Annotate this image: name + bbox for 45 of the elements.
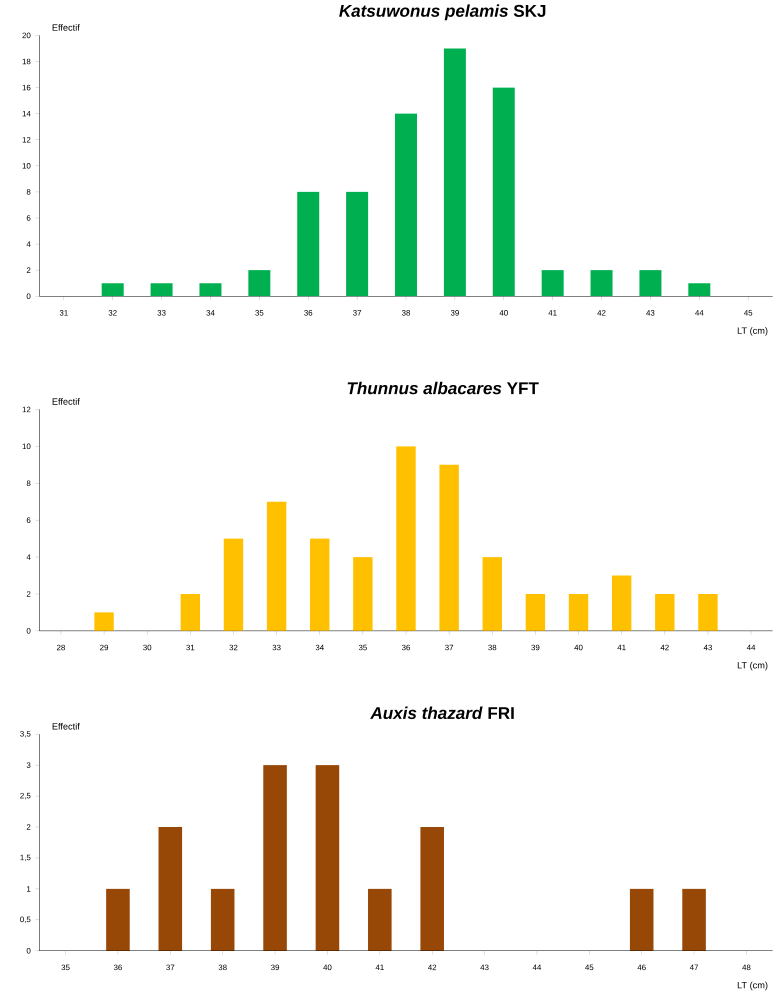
bar [101, 283, 124, 296]
bar [158, 827, 182, 951]
bar [346, 192, 368, 296]
bar [263, 765, 287, 951]
x-axis-title: LT (cm) [738, 327, 768, 336]
bar [590, 270, 612, 296]
bar [210, 888, 234, 951]
y-axis-title: Effectif [52, 398, 80, 405]
bar [199, 283, 222, 296]
bar [297, 192, 319, 296]
bar [654, 594, 674, 631]
bar [639, 270, 662, 296]
bar [439, 464, 459, 631]
bar [698, 594, 718, 631]
bar [612, 576, 632, 631]
chart-title: Thunnus albacares YFT [347, 382, 538, 394]
y-axis-title: Effectif [52, 722, 80, 730]
bar [688, 283, 710, 296]
bar [525, 594, 545, 631]
x-axis-title: LT (cm) [738, 982, 768, 990]
chart-title: Auxis thazard FRI [370, 706, 514, 720]
bar [310, 538, 330, 631]
bar [482, 557, 502, 631]
bar [315, 765, 339, 951]
bar [94, 612, 114, 631]
bar [150, 283, 172, 296]
bar [420, 827, 444, 951]
bar [394, 114, 417, 296]
bar [180, 594, 200, 631]
bar [352, 557, 372, 631]
y-axis-title: Effectif [52, 24, 80, 31]
chart-title: Katsuwonus pelamis SKJ [338, 4, 546, 20]
bar [368, 888, 392, 951]
bar [682, 888, 706, 951]
bar [396, 446, 416, 631]
bar [444, 48, 466, 296]
bar [266, 502, 286, 631]
bar [541, 270, 564, 296]
bar [492, 88, 515, 296]
bar [568, 594, 588, 631]
bar [248, 270, 270, 296]
bar [106, 888, 130, 951]
bar [224, 538, 243, 631]
bar [630, 888, 654, 951]
x-axis-title: LT (cm) [738, 662, 768, 670]
